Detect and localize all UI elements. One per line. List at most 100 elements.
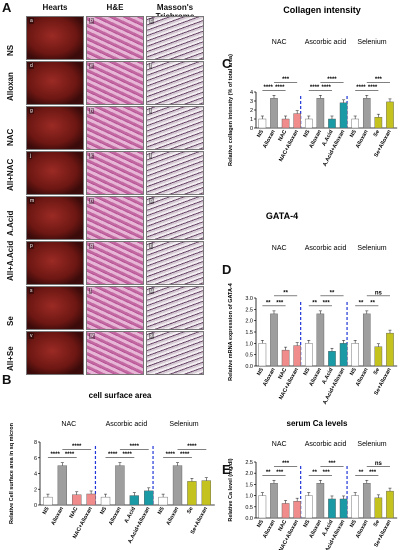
x-tick-label: NS: [303, 367, 312, 377]
x-tick-label: Alloxan: [166, 506, 181, 527]
y-axis-label: Relative Cell surface area in sq micron: [9, 422, 15, 524]
panel-letter-b: B: [2, 372, 12, 387]
y-tick-label: 2.5: [245, 307, 253, 313]
group-label: NAC: [272, 441, 287, 448]
chart-serum-ca: serum Ca levels NAC Ascorbic acid Selenium 0…: [228, 419, 398, 550]
chart-collagen: Collagen intensity NAC Ascorbic acid Seleni…: [228, 5, 398, 168]
x-tick-label: NS: [349, 519, 358, 529]
y-tick-label: 3: [250, 99, 253, 105]
he-micrograph: w: [86, 331, 144, 375]
group-label: Selenium: [169, 421, 198, 428]
significance-label: ***: [375, 77, 383, 83]
bar: [304, 495, 313, 519]
bar: [328, 498, 336, 519]
y-tick-label: 2: [250, 108, 253, 114]
he-micrograph: k: [86, 151, 144, 195]
y-tick-label: 0.0: [245, 516, 253, 522]
significance-label: **: [283, 290, 288, 296]
bar: [115, 465, 125, 506]
bar: [281, 503, 290, 519]
heart-photo: v: [26, 331, 84, 375]
tile-letter: b: [89, 18, 94, 24]
x-tick-label: NS: [349, 367, 358, 377]
significance-label: ***: [282, 77, 290, 83]
significance-label: ****: [166, 452, 176, 458]
masson-micrograph: r: [146, 241, 204, 285]
he-micrograph: t: [86, 286, 144, 330]
tile-letter: t: [89, 288, 93, 294]
tile-letter: c: [149, 18, 154, 24]
panel-letter-a: A: [2, 0, 12, 15]
x-tick-label: NAC: [277, 367, 288, 380]
significance-label: ***: [369, 470, 377, 476]
y-tick-label: 1.5: [245, 482, 253, 488]
significance-label: ****: [50, 452, 60, 458]
significance-label: ***: [282, 461, 290, 467]
row-label: All+NAC: [6, 158, 15, 191]
bar: [386, 490, 394, 519]
significance-label: ****: [356, 85, 366, 91]
bar: [57, 465, 67, 506]
x-tick-label: NS: [256, 519, 265, 529]
group-label: Ascorbic acid: [305, 441, 347, 448]
bar: [316, 98, 325, 129]
panel-letter-e: E: [222, 462, 231, 477]
significance-label: ****: [264, 85, 274, 91]
heart-photo: d: [26, 61, 84, 105]
bar: [386, 101, 394, 129]
x-tick-label: NS: [256, 129, 265, 139]
heart-photo: m: [26, 196, 84, 240]
bar: [270, 313, 278, 367]
chart-title: Collagen intensity: [283, 5, 361, 15]
significance-label: ****: [310, 85, 320, 91]
bar: [374, 497, 383, 519]
x-tick-label: NS: [157, 506, 166, 516]
masson-micrograph: x: [146, 331, 204, 375]
masson-micrograph: f: [146, 61, 204, 105]
tile-letter: n: [89, 198, 94, 204]
bar: [351, 343, 359, 367]
bar: [328, 118, 336, 129]
masson-micrograph: o: [146, 196, 204, 240]
y-tick-label: 2.0: [245, 471, 253, 477]
significance-label: ***: [276, 300, 284, 306]
significance-label: ***: [328, 461, 336, 467]
y-tick-label: 0.5: [245, 505, 253, 511]
significance-label: **: [359, 300, 364, 306]
masson-micrograph: u: [146, 286, 204, 330]
bar: [258, 343, 267, 367]
group-label: NAC: [272, 245, 287, 252]
y-tick-label: 1.0: [245, 341, 253, 347]
significance-label: **: [370, 300, 375, 306]
y-tick-label: 2: [34, 487, 37, 493]
he-micrograph: b: [86, 16, 144, 60]
bar: [328, 351, 336, 367]
bar: [144, 490, 154, 506]
masson-micrograph: l: [146, 151, 204, 195]
bar: [304, 118, 313, 129]
heart-photo: g: [26, 106, 84, 150]
bar: [172, 465, 183, 506]
heart-photo: s: [26, 286, 84, 330]
group-label: NAC: [272, 39, 287, 46]
y-tick-label: 4: [250, 90, 253, 96]
significance-label: ****: [72, 444, 82, 450]
significance-label: **: [266, 300, 271, 306]
group-label: Selenium: [357, 245, 386, 252]
group-label: Selenium: [357, 39, 386, 46]
tile-letter: v: [29, 333, 34, 339]
masson-micrograph: i: [146, 106, 204, 150]
bar: [201, 480, 211, 506]
row-label: Alloxan: [6, 72, 15, 101]
y-tick-label: 4: [34, 472, 37, 478]
x-tick-label: Se: [373, 129, 381, 138]
group-label: NAC: [61, 421, 76, 428]
bar: [316, 313, 325, 367]
tile-letter: f: [149, 63, 153, 69]
tile-letter: l: [149, 153, 153, 159]
row-label: All+Se: [6, 346, 15, 371]
tile-letter: h: [89, 108, 94, 114]
panel-letter-d: D: [222, 262, 232, 277]
bar: [304, 343, 313, 367]
bar: [100, 496, 111, 506]
